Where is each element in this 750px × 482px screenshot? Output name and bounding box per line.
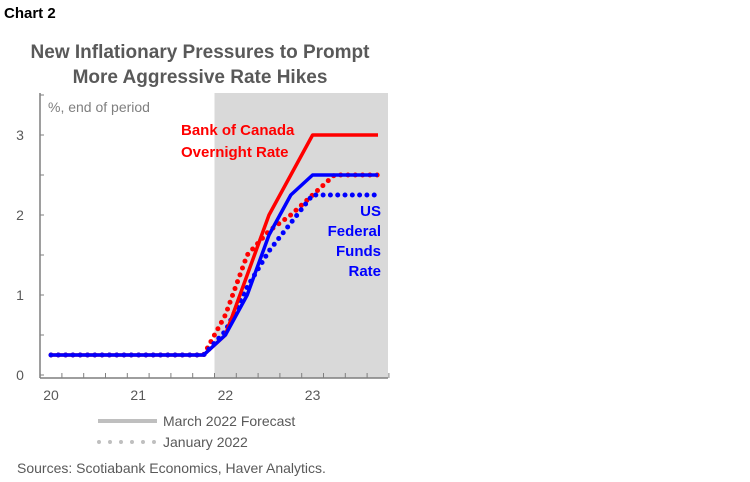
fed-label-line-3: Funds bbox=[336, 243, 381, 260]
fed-label-line-1: US bbox=[360, 203, 381, 220]
y-tick-label: 3 bbox=[16, 127, 24, 143]
boc-label-line-2: Overnight Rate bbox=[181, 144, 289, 161]
x-tick-label: 20 bbox=[43, 387, 59, 403]
boc-label-line-1: Bank of Canada bbox=[181, 122, 295, 139]
chart-title-line-2: More Aggressive Rate Hikes bbox=[72, 67, 328, 88]
fed-label-line-2: Federal bbox=[328, 223, 381, 240]
x-tick-label: 21 bbox=[130, 387, 146, 403]
forecast-shading bbox=[214, 93, 388, 378]
y-tick-label: 1 bbox=[16, 287, 24, 303]
chart-label: Chart 2 bbox=[4, 5, 56, 22]
series-line-fed-solid bbox=[51, 173, 378, 357]
x-tick-label: 23 bbox=[305, 387, 321, 403]
y-tick-label: 2 bbox=[16, 207, 24, 223]
legend-label-march: March 2022 Forecast bbox=[163, 413, 295, 429]
legend-label-january: January 2022 bbox=[163, 434, 248, 450]
y-tick-label: 0 bbox=[16, 367, 24, 383]
chart-title-line-1: New Inflationary Pressures to Prompt bbox=[30, 42, 370, 63]
source-note: Sources: Scotiabank Economics, Haver Ana… bbox=[17, 460, 326, 476]
series-line-boc-dotted bbox=[48, 172, 381, 358]
x-tick-label: 22 bbox=[218, 387, 234, 403]
y-axis-unit-label: %, end of period bbox=[48, 99, 150, 115]
fed-label-line-4: Rate bbox=[348, 263, 381, 280]
